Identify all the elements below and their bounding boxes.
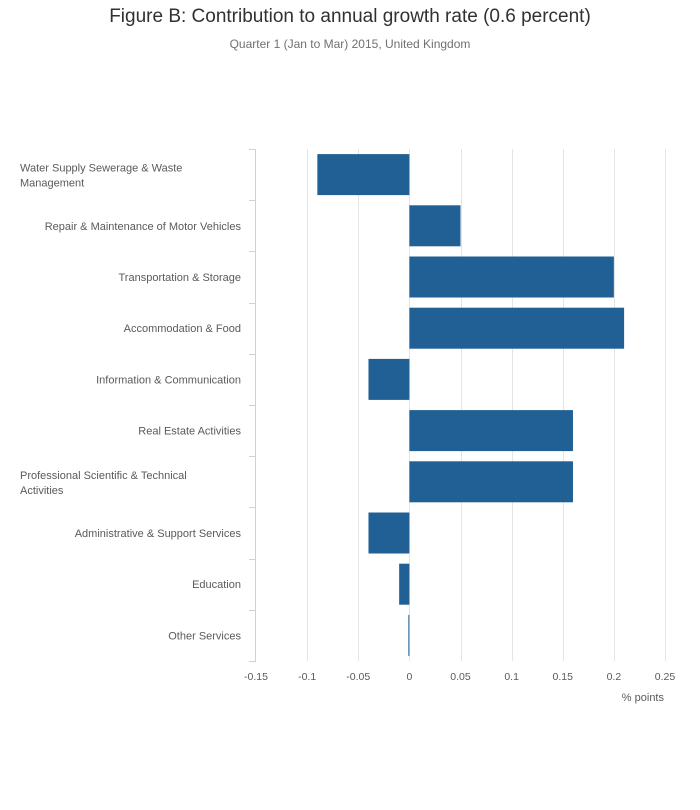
bar — [399, 563, 410, 605]
x-tick-label: 0 — [406, 671, 412, 683]
x-axis-title: % points — [622, 692, 665, 704]
x-tick-label: 0.1 — [504, 671, 519, 683]
category-label: Administrative & Support Services — [75, 528, 242, 540]
gridlines — [307, 149, 666, 661]
category-label: Accommodation & Food — [124, 323, 241, 335]
x-tick-label: 0.25 — [655, 671, 676, 683]
category-label: Water Supply Sewerage & Waste Management — [20, 163, 182, 190]
category-labels: Water Supply Sewerage & Waste Management R… — [20, 163, 241, 643]
bar — [368, 358, 410, 400]
bar — [409, 256, 614, 298]
category-label: Education — [192, 579, 241, 591]
category-label: Transportation & Storage — [119, 272, 242, 284]
category-label: Other Services — [168, 630, 241, 642]
bar — [409, 410, 573, 452]
bar — [409, 307, 625, 349]
category-label: Real Estate Activities — [138, 426, 241, 438]
x-tick-label: -0.1 — [298, 671, 316, 683]
chart-subtitle: Quarter 1 (Jan to Mar) 2015, United King… — [229, 37, 471, 51]
bar — [317, 154, 410, 196]
category-label: Repair & Maintenance of Motor Vehicles — [45, 221, 242, 233]
category-label: Information & Communication — [96, 374, 241, 386]
bar — [409, 205, 461, 247]
x-tick-label: 0.15 — [553, 671, 574, 683]
bar — [409, 461, 573, 503]
bar — [408, 614, 410, 656]
axes: -0.15 -0.1 -0.05 0 0.05 0.1 0.15 0.2 0.25 — [244, 149, 675, 683]
bars — [317, 154, 625, 656]
x-tick-label: 0.05 — [450, 671, 471, 683]
x-tick-label: 0.2 — [607, 671, 622, 683]
chart-title: Figure B: Contribution to annual growth … — [109, 6, 591, 27]
category-label: Professional Scientific & Technical Activ… — [20, 470, 187, 497]
x-tick-label: -0.05 — [346, 671, 370, 683]
x-tick-label: -0.15 — [244, 671, 268, 683]
bar — [368, 512, 410, 554]
